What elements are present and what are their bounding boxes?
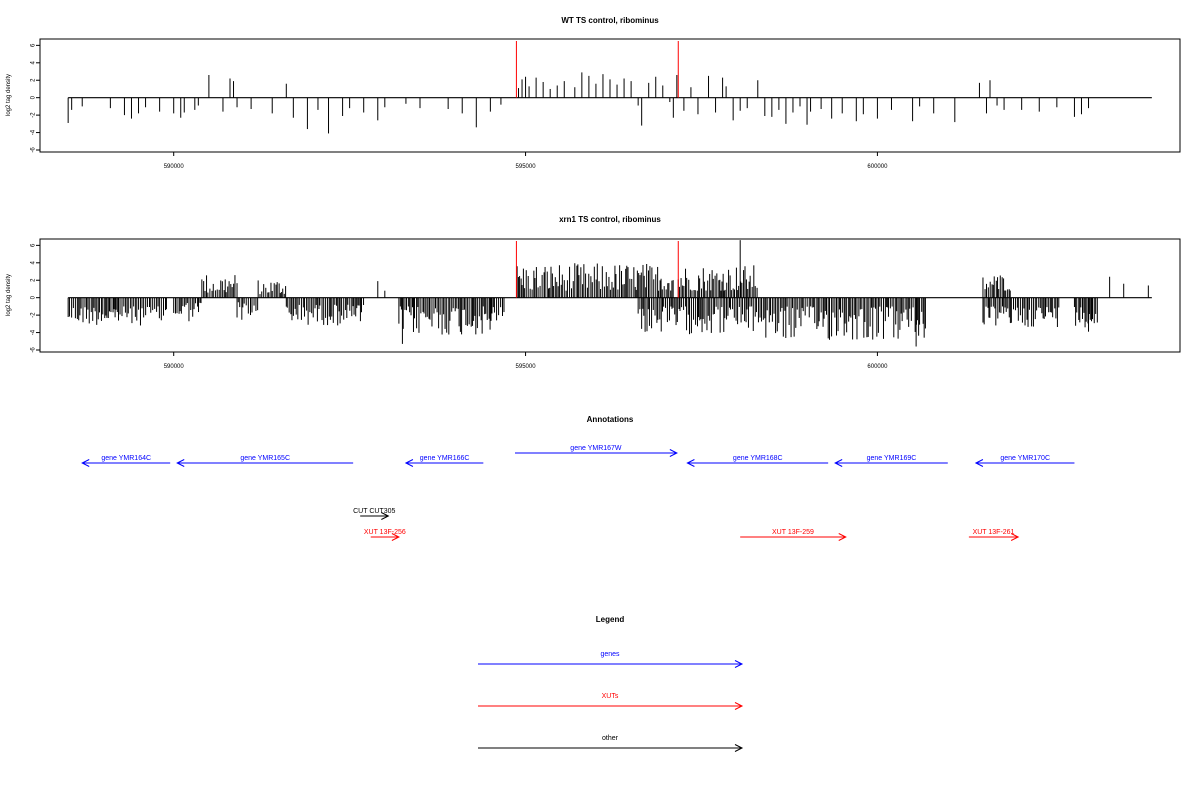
annotation-gene-label: gene YMR170C [1000,455,1050,462]
annotation-xut-label: XUT 13F-259 [772,529,814,536]
legend: Legend genes XUTs other [478,615,744,752]
wt-y-tick-label: 4 [31,60,37,64]
xrn1-y-tick-label: -4 [31,329,37,335]
annotation-gene-label: gene YMR167W [570,445,622,452]
xrn1-x-axis: 590000 595000 600000 [164,352,888,370]
annotation-gene-arrowhead [834,459,843,467]
legend-item-arrowhead [734,660,744,668]
xrn1-y-tick-label: -6 [31,347,37,353]
wt-y-tick-label: 6 [31,43,37,47]
annotation-gene: gene YMR169C [834,455,948,467]
wt-x-tick-label: 595000 [516,164,537,170]
legend-title: Legend [596,615,625,624]
annotation-gene-label: gene YMR166C [420,455,470,462]
annotations-title: Annotations [587,415,634,424]
wt-y-tick-label: 2 [31,78,37,82]
xrn1-y-axis: 6 4 2 0 -2 -4 -6 [31,243,40,353]
wt-density-bars [67,72,1090,134]
annotation-xut-arrowhead [1010,533,1020,541]
wt-plot-frame [39,38,1181,153]
xrn1-panel-title: xrn1 TS control, ribominus [559,215,661,224]
annotation-gene: gene YMR167W [515,445,678,457]
annotation-gene: gene YMR170C [974,455,1075,467]
annotation-xut: XUT 13F-261 [968,529,1020,541]
annotation-xut-label: XUT 13F-256 [364,529,406,536]
annotation-xut: XUT 13F-259 [740,529,847,541]
xrn1-y-tick-label: 6 [31,243,37,247]
annotation-gene-arrowhead [404,459,414,467]
xrn1-y-tick-label: -2 [31,312,37,318]
annotation-gene-label: gene YMR169C [867,455,917,462]
annotation-gene-arrowhead [669,449,678,457]
xrn1-y-tick-label: 0 [31,295,37,299]
wt-y-tick-label: -2 [31,112,37,118]
wt-x-axis: 590000 595000 600000 [164,152,888,170]
annotation-track: Annotations gene YMR164C gene YMR165C gene… [81,415,1075,541]
annotation-xut: XUT 13F-256 [364,529,406,541]
xrn1-x-tick-label: 590000 [164,364,185,370]
legend-item-label: other [602,735,619,742]
legend-item: XUTs [478,693,744,710]
legend-item-arrowhead [734,702,744,710]
wt-y-axis: 6 4 2 0 -2 -4 -6 [31,43,40,153]
xrn1-density-panel: xrn1 TS control, ribominus log2 tag dens… [6,215,1181,370]
legend-item-arrowhead [734,744,744,752]
wt-y-tick-label: 0 [31,95,37,99]
wt-region-markers [515,41,679,98]
xrn1-y-tick-label: 4 [31,260,37,264]
annotation-xut-arrowhead [838,533,847,541]
wt-x-tick-label: 600000 [867,164,888,170]
xrn1-y-axis-label: log2 tag density [6,274,12,316]
wt-density-panel: WT TS control, ribominus log2 tag densit… [6,16,1181,170]
annotation-gene: gene YMR166C [404,455,484,467]
annotation-gene-arrowhead [686,459,695,467]
legend-item-label: genes [600,651,620,658]
xrn1-x-tick-label: 595000 [516,364,537,370]
wt-y-tick-label: -6 [31,147,37,153]
annotation-gene: gene YMR165C [176,455,354,467]
wt-panel-title: WT TS control, ribominus [561,16,659,25]
xrn1-y-tick-label: 2 [31,278,37,282]
annotation-other: CUT CUT305 [353,508,395,520]
annotation-features: gene YMR164C gene YMR165C gene YMR166C gene… [81,445,1075,541]
annotation-gene: gene YMR168C [686,455,829,467]
wt-x-tick-label: 590000 [164,164,185,170]
annotation-xut-label: XUT 13F-261 [973,529,1015,536]
annotation-gene-label: gene YMR164C [101,455,151,462]
annotation-gene-label: gene YMR168C [733,455,783,462]
annotation-gene-arrowhead [974,459,984,467]
annotation-xut-arrowhead [391,533,401,541]
legend-item: other [478,735,744,752]
annotation-gene-label: gene YMR165C [240,455,290,462]
legend-item: genes [478,651,744,668]
xrn1-x-tick-label: 600000 [867,364,888,370]
legend-item-label: XUTs [602,693,619,700]
annotation-other-arrowhead [381,512,390,520]
annotation-other-label: CUT CUT305 [353,508,395,515]
annotation-gene: gene YMR164C [81,455,171,467]
annotation-gene-arrowhead [176,459,185,467]
xrn1-density-bars [67,240,1149,347]
annotation-gene-arrowhead [81,459,90,467]
wt-y-axis-label: log2 tag density [6,74,12,116]
xrn1-plot-frame [39,238,1181,353]
wt-y-tick-label: -4 [31,129,37,135]
legend-items: genes XUTs other [478,651,744,752]
xrn1-region-markers [515,241,679,298]
